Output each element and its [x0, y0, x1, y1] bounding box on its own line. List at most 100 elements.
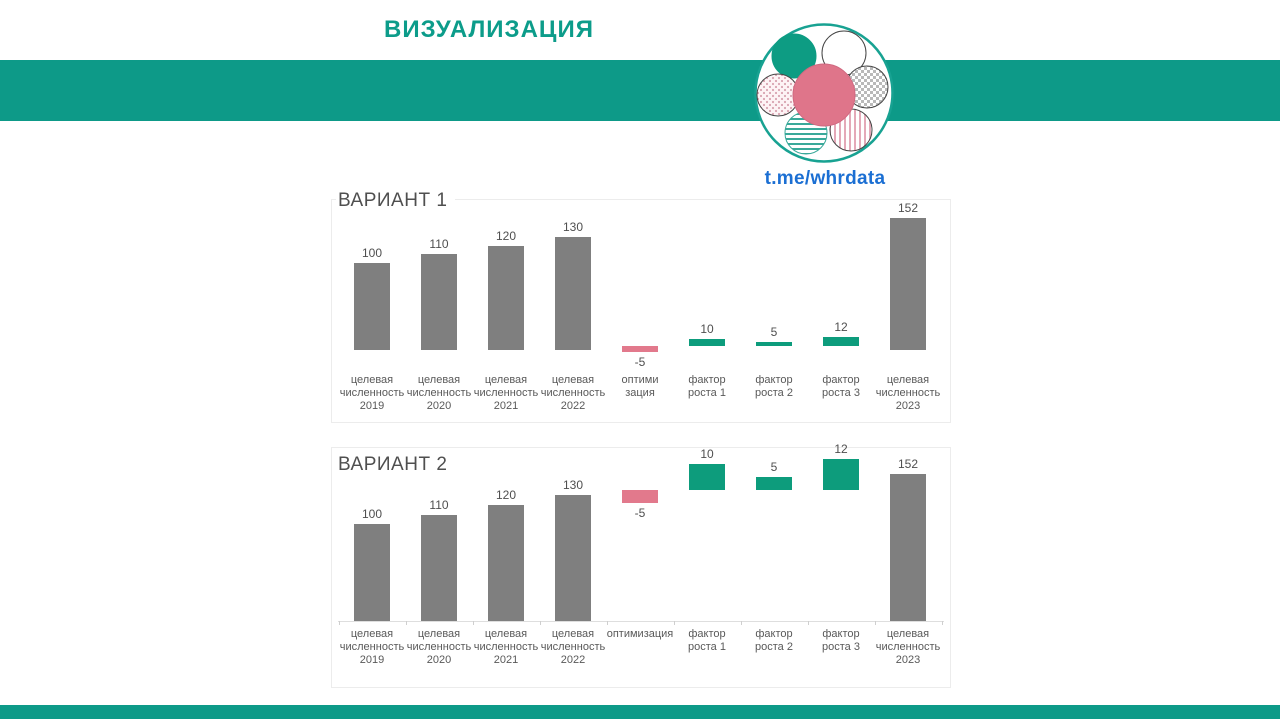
category-label: численность: [540, 387, 606, 399]
category-label: численность: [473, 641, 539, 653]
bar-value-label: 5: [770, 325, 778, 340]
petal-center-pink: [792, 63, 856, 127]
axis-tick: [673, 621, 675, 625]
bar-value-label: 12: [834, 320, 848, 334]
telegram-link[interactable]: t.me/whrdata: [764, 168, 886, 189]
bar-increase: [689, 338, 725, 346]
category-label: 2021: [493, 654, 519, 666]
category-label: целевая: [350, 374, 394, 386]
category-label: фактор: [688, 374, 726, 386]
bar-base: [890, 217, 926, 350]
category-label: целевая: [551, 628, 595, 640]
category-label: роста 1: [688, 641, 726, 653]
bar-value-label: 110: [429, 497, 449, 512]
category-label: 2020: [426, 400, 452, 412]
axis-tick: [606, 621, 608, 625]
category-label: численность: [540, 641, 606, 653]
category-label: 2022: [560, 400, 586, 412]
category-label: фактор: [755, 628, 793, 640]
bar-decrease: [622, 346, 658, 352]
bar-value-label: 110: [429, 237, 449, 252]
bar-base: [555, 236, 591, 350]
category-label: целевая: [886, 628, 930, 640]
flower-logo-graphic: [754, 23, 894, 163]
bar-value-label: 10: [700, 321, 714, 336]
axis-tick: [941, 621, 943, 625]
category-label: 2023: [895, 654, 921, 666]
category-label: фактор: [755, 374, 793, 386]
category-label: 2019: [359, 400, 385, 412]
bar-value-label: 130: [562, 478, 584, 493]
category-label: 2021: [493, 400, 519, 412]
bar-base: [354, 263, 390, 350]
bar-decrease: [622, 490, 658, 503]
bar-increase: [756, 342, 792, 346]
category-label: целевая: [484, 628, 528, 640]
bar-base: [488, 245, 524, 350]
variant-1-panel: ВАРИАНТ 1 100 целевая численность 2019 110 це…: [331, 190, 951, 423]
category-label: роста 2: [755, 387, 793, 399]
variant-2-title: ВАРИАНТ 2: [336, 454, 456, 478]
axis-tick: [338, 621, 340, 625]
header-band: [0, 60, 1280, 121]
bar-value-label: -5: [634, 355, 646, 369]
category-label: численность: [875, 641, 941, 653]
category-label: фактор: [688, 628, 726, 640]
axis-tick: [472, 621, 474, 625]
category-label: 2022: [560, 654, 586, 666]
category-label: оптимизация: [606, 628, 674, 640]
bar-value-label: 100: [361, 246, 383, 260]
bar-value-label: 120: [495, 228, 517, 243]
category-label: численность: [339, 387, 405, 399]
bar-base: [421, 254, 457, 350]
category-label: целевая: [551, 374, 595, 386]
category-label: целевая: [417, 374, 461, 386]
variant-2-panel: ВАРИАНТ 2 100 целевая численность 2019 110 це…: [331, 442, 951, 688]
bar-value-label: 120: [495, 487, 517, 502]
axis-tick: [874, 621, 876, 625]
bar-base: [488, 504, 524, 621]
page-title: ВИЗУАЛИЗАЦИЯ: [384, 16, 594, 43]
axis-tick: [740, 621, 742, 625]
petal-teal-solid: [771, 33, 817, 79]
bar-value-label: -5: [634, 506, 646, 520]
category-label: роста 2: [755, 641, 793, 653]
bar-value-label: 12: [834, 441, 848, 456]
bar-increase: [823, 458, 859, 490]
bar-value-label: 152: [897, 200, 919, 215]
x-axis-line: [338, 621, 944, 622]
category-label: роста 3: [822, 387, 860, 399]
bar-base: [555, 495, 591, 621]
category-label: численность: [473, 387, 539, 399]
category-label: 2023: [895, 400, 921, 412]
flower-logo: [753, 22, 895, 164]
category-label: фактор: [822, 628, 860, 640]
category-label: зация: [625, 387, 655, 399]
category-label: 2020: [426, 654, 452, 666]
bar-base: [354, 524, 390, 621]
bar-base: [890, 474, 926, 621]
category-label: численность: [406, 641, 472, 653]
category-label: целевая: [886, 374, 930, 386]
category-label: численность: [875, 387, 941, 399]
axis-tick: [405, 621, 407, 625]
category-label: численность: [406, 387, 472, 399]
category-label: целевая: [417, 628, 461, 640]
category-label: роста 1: [688, 387, 726, 399]
category-label: численность: [339, 641, 405, 653]
bar-increase: [756, 477, 792, 490]
variant-1-title: ВАРИАНТ 1: [336, 190, 456, 214]
bar-value-label: 130: [562, 219, 584, 234]
category-label: 2019: [359, 654, 385, 666]
bar-increase: [689, 464, 725, 490]
bar-value-label: 5: [770, 460, 778, 474]
bar-value-label: 100: [361, 507, 383, 522]
bar-increase: [823, 337, 859, 346]
axis-tick: [807, 621, 809, 625]
bar-base: [421, 514, 457, 621]
category-label: оптими: [621, 374, 659, 386]
category-label: целевая: [484, 374, 528, 386]
category-label: фактор: [822, 374, 860, 386]
bar-value-label: 152: [897, 457, 919, 472]
